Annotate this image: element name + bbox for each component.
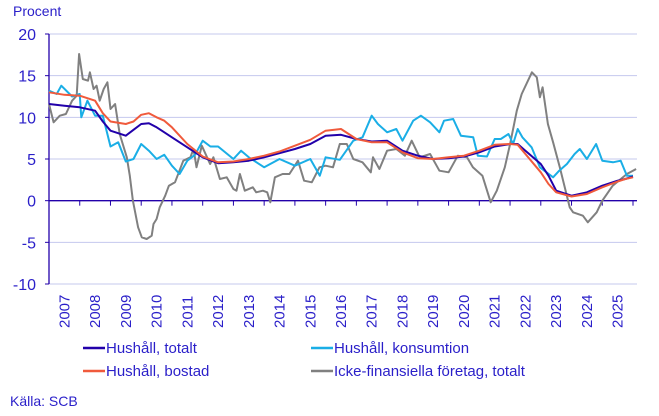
y-tick-label: 0 bbox=[27, 194, 36, 211]
x-tick-label: 2021 bbox=[487, 295, 504, 328]
x-tick-label: 2016 bbox=[333, 295, 350, 328]
x-tick-label: 2015 bbox=[302, 295, 319, 328]
x-tick-label: 2022 bbox=[517, 295, 534, 328]
x-tick-label: 2020 bbox=[456, 295, 473, 328]
x-tick-label: 2025 bbox=[610, 295, 627, 328]
series-line-1 bbox=[48, 91, 634, 198]
legend-label: Hushåll, bostad bbox=[106, 363, 209, 380]
y-tick-label: 15 bbox=[18, 69, 36, 86]
source-note: Källa: SCB bbox=[10, 393, 78, 409]
legend-label: Icke-finansiella företag, totalt bbox=[334, 363, 526, 380]
legend: Hushåll, totalt Hushåll, konsumtion Hushål… bbox=[83, 340, 526, 380]
x-axis-ticks: 2007 2008 2009 2010 2011 2012 2013 2014 2015 2016… bbox=[49, 200, 637, 328]
series-line-0 bbox=[48, 103, 634, 197]
y-tick-label: -10 bbox=[13, 277, 36, 294]
series-line-3 bbox=[48, 53, 637, 240]
x-tick-label: 2024 bbox=[579, 295, 596, 328]
x-tick-label: 2014 bbox=[272, 295, 289, 328]
x-tick-label: 2017 bbox=[364, 295, 381, 328]
y-axis-label: Procent bbox=[13, 3, 61, 19]
x-tick-label: 2012 bbox=[210, 295, 227, 328]
y-tick-label: 5 bbox=[27, 152, 36, 169]
y-tick-label: 20 bbox=[18, 27, 36, 44]
series-lines bbox=[48, 53, 637, 240]
series-line-2 bbox=[48, 84, 633, 179]
x-tick-label: 2018 bbox=[394, 295, 411, 328]
gridlines bbox=[49, 33, 637, 285]
x-tick-label: 2008 bbox=[87, 295, 104, 328]
y-axis-ticks: -10 -5 0 5 10 15 20 bbox=[13, 27, 50, 294]
x-tick-label: 2023 bbox=[548, 295, 565, 328]
legend-label: Hushåll, totalt bbox=[106, 340, 198, 357]
x-tick-label: 2013 bbox=[241, 295, 258, 328]
y-tick-label: 10 bbox=[18, 110, 36, 127]
x-tick-label: 2011 bbox=[179, 296, 196, 328]
x-tick-label: 2007 bbox=[56, 295, 73, 328]
x-tick-label: 2009 bbox=[118, 295, 135, 328]
legend-label: Hushåll, konsumtion bbox=[334, 340, 469, 357]
y-tick-label: -5 bbox=[22, 235, 36, 252]
x-tick-label: 2010 bbox=[149, 295, 166, 328]
x-tick-label: 2019 bbox=[425, 295, 442, 328]
